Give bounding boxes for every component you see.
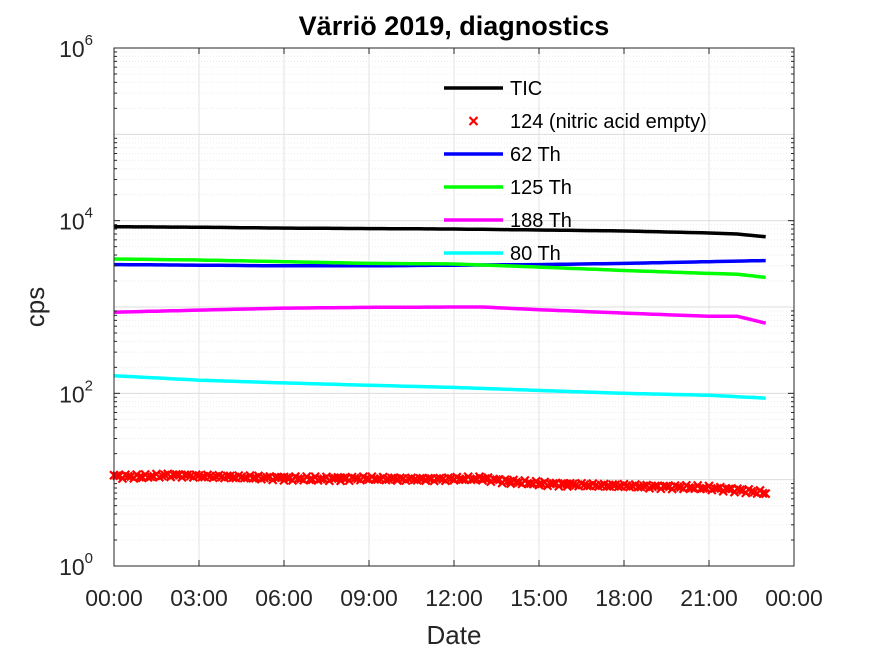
series-point xyxy=(316,474,326,484)
series-point xyxy=(157,471,167,481)
series-point xyxy=(282,473,292,483)
series-point xyxy=(639,481,649,491)
series-point xyxy=(457,474,468,485)
series-point xyxy=(746,486,757,497)
series-point xyxy=(372,474,383,485)
series-point xyxy=(582,481,592,491)
y-tick-label: 102 xyxy=(59,377,93,407)
legend-label-62-th: 62 Th xyxy=(510,144,561,166)
series-point xyxy=(262,472,272,483)
legend: TIC 124 (nitric acid empty) 62 Th 125 Th 188… xyxy=(444,78,707,265)
series-point xyxy=(134,472,145,482)
x-axis: 00:00 03:00 06:00 09:00 12:00 15:00 18:00 21:00… xyxy=(85,48,823,611)
series-point xyxy=(724,484,734,494)
legend-label-80-th: 80 Th xyxy=(510,243,561,265)
legend-label-tic: TIC xyxy=(510,78,542,100)
x-tick-label: 00:00 xyxy=(765,585,823,611)
series-point xyxy=(171,469,182,480)
series-point xyxy=(607,479,618,490)
y-tick-label: 106 xyxy=(59,32,93,62)
y-tick-label: 100 xyxy=(59,550,93,580)
series-point xyxy=(673,482,683,492)
y-axis-title: cps xyxy=(20,287,50,327)
series-line-188-th xyxy=(113,305,767,325)
x-tick-label: 06:00 xyxy=(255,585,313,611)
series-point xyxy=(758,488,768,499)
series-point xyxy=(650,481,660,491)
series-point xyxy=(239,473,250,483)
series-point xyxy=(491,474,502,485)
x-tick-label: 12:00 xyxy=(425,585,483,611)
series-point xyxy=(361,473,371,484)
x-tick-label: 21:00 xyxy=(680,585,738,611)
series-point xyxy=(613,482,624,492)
series-layer xyxy=(109,225,771,499)
x-tick-label: 09:00 xyxy=(340,585,398,611)
series-point xyxy=(735,485,745,495)
series-point xyxy=(661,481,672,492)
legend-label-188-th: 188 Th xyxy=(510,210,572,232)
series-point xyxy=(304,474,315,485)
x-axis-title: Date xyxy=(427,620,482,650)
x-tick-label: 15:00 xyxy=(510,585,568,611)
x-tick-label: 03:00 xyxy=(170,585,228,611)
y-axis: 100 102 104 106 xyxy=(59,32,794,580)
legend-label-124-nitric-acid-empty: 124 (nitric acid empty) xyxy=(510,111,707,133)
series-point xyxy=(435,473,445,483)
series-point xyxy=(146,471,156,482)
series-point xyxy=(197,472,207,482)
series-line-tic xyxy=(114,225,766,239)
series-line-80-th xyxy=(113,373,766,400)
series-point xyxy=(525,478,536,489)
series-point xyxy=(123,471,133,482)
series-point xyxy=(191,470,201,480)
series-124-nitric-acid-empty xyxy=(109,469,771,499)
series-point xyxy=(548,478,558,489)
series-point xyxy=(423,473,434,484)
series-point xyxy=(760,488,771,499)
x-tick-label: 18:00 xyxy=(595,585,653,611)
series-point xyxy=(698,483,709,493)
series-point xyxy=(395,473,405,483)
chart-title: Värriö 2019, diagnostics xyxy=(299,11,610,41)
legend-marker-124-nitric-acid-empty xyxy=(468,116,479,126)
series-point xyxy=(687,483,697,493)
legend-label-125-th: 125 Th xyxy=(510,177,572,199)
series-point xyxy=(469,474,479,484)
series-point xyxy=(338,473,349,483)
y-tick-label: 104 xyxy=(59,205,93,235)
series-line-125-th xyxy=(113,257,766,280)
series-point xyxy=(228,472,238,483)
series-point xyxy=(248,473,258,483)
x-tick-label: 00:00 xyxy=(85,585,143,611)
